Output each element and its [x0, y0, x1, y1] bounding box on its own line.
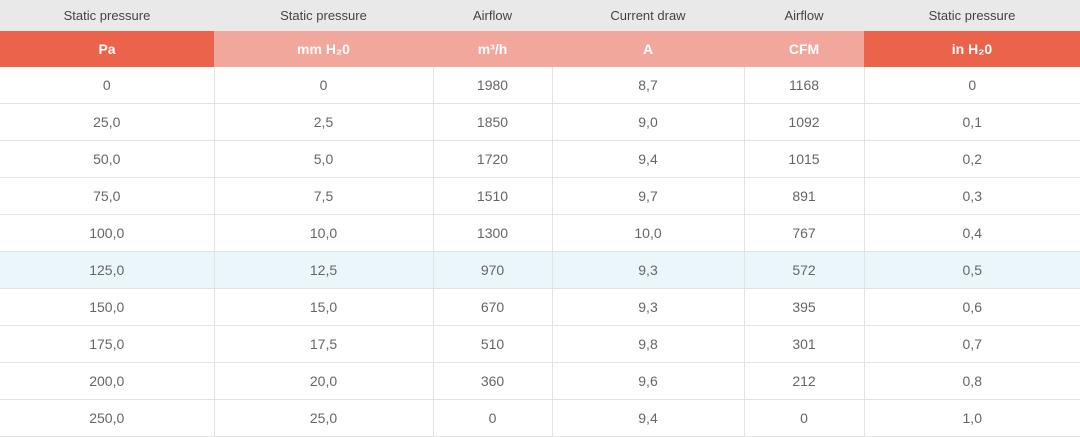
table-cell: 25,0 [214, 399, 434, 437]
table-cell: 0 [864, 67, 1080, 104]
table-cell: 767 [744, 214, 865, 252]
table-cell: 9,8 [552, 325, 745, 363]
table-cell: 0,3 [864, 177, 1080, 215]
table-cell: 0 [744, 399, 865, 437]
table-cell: 50,0 [0, 140, 215, 178]
unit-header: in H₂0 [864, 31, 1080, 67]
table-cell: 175,0 [0, 325, 215, 363]
table-row: 200,0 20,0 360 9,6 212 0,8 [0, 362, 1080, 400]
table-cell: 0,6 [864, 288, 1080, 326]
column-header: Static pressure [864, 0, 1080, 31]
table-cell: 0 [214, 67, 434, 104]
table-row: 250,0 25,0 0 9,4 0 1,0 [0, 399, 1080, 437]
table-cell: 150,0 [0, 288, 215, 326]
table-cell: 1168 [744, 67, 865, 104]
unit-row: Pa mm H₂0 m³/h A CFM in H₂0 [0, 31, 1080, 67]
column-header: Static pressure [214, 0, 433, 31]
table-cell: 572 [744, 251, 865, 289]
table-cell: 301 [744, 325, 865, 363]
table-cell: 20,0 [214, 362, 434, 400]
table-cell: 7,5 [214, 177, 434, 215]
table-cell: 9,6 [552, 362, 745, 400]
unit-header: m³/h [433, 31, 552, 67]
table-cell: 0 [433, 399, 553, 437]
table-row: 75,0 7,5 1510 9,7 891 0,3 [0, 177, 1080, 215]
table-row: 125,0 12,5 970 9,3 572 0,5 [0, 251, 1080, 289]
table-cell: 0,8 [864, 362, 1080, 400]
table-cell: 1,0 [864, 399, 1080, 437]
column-header: Airflow [744, 0, 864, 31]
table-cell: 9,3 [552, 288, 745, 326]
column-header: Airflow [433, 0, 552, 31]
table-cell: 9,3 [552, 251, 745, 289]
table-cell: 10,0 [214, 214, 434, 252]
unit-header: A [552, 31, 744, 67]
table-cell: 1300 [433, 214, 553, 252]
table-cell: 1510 [433, 177, 553, 215]
table-cell: 970 [433, 251, 553, 289]
table-cell: 9,4 [552, 399, 745, 437]
table-cell: 1015 [744, 140, 865, 178]
table-cell: 15,0 [214, 288, 434, 326]
table-cell: 395 [744, 288, 865, 326]
table-cell: 0 [0, 67, 215, 104]
table-cell: 670 [433, 288, 553, 326]
table-body: 0 0 1980 8,7 1168 0 25,0 2,5 1850 9,0 1092 0,1 50,0 5… [0, 67, 1080, 437]
table-cell: 0,1 [864, 103, 1080, 141]
table-cell: 10,0 [552, 214, 745, 252]
table-cell: 510 [433, 325, 553, 363]
table-cell: 212 [744, 362, 865, 400]
table-row: 25,0 2,5 1850 9,0 1092 0,1 [0, 103, 1080, 141]
table-cell: 1980 [433, 67, 553, 104]
unit-header: CFM [744, 31, 864, 67]
column-header: Current draw [552, 0, 744, 31]
table-cell: 0,7 [864, 325, 1080, 363]
table-cell: 75,0 [0, 177, 215, 215]
table-cell: 0,2 [864, 140, 1080, 178]
table-row: 50,0 5,0 1720 9,4 1015 0,2 [0, 140, 1080, 178]
table-cell: 1720 [433, 140, 553, 178]
table-row: 175,0 17,5 510 9,8 301 0,7 [0, 325, 1080, 363]
unit-header: mm H₂0 [214, 31, 433, 67]
table-cell: 0,4 [864, 214, 1080, 252]
table-cell: 8,7 [552, 67, 745, 104]
table-cell: 250,0 [0, 399, 215, 437]
table-row: 0 0 1980 8,7 1168 0 [0, 67, 1080, 104]
table-cell: 360 [433, 362, 553, 400]
table-cell: 5,0 [214, 140, 434, 178]
column-header: Static pressure [0, 0, 214, 31]
table-cell: 12,5 [214, 251, 434, 289]
table-cell: 2,5 [214, 103, 434, 141]
table-cell: 125,0 [0, 251, 215, 289]
table-cell: 891 [744, 177, 865, 215]
table-row: 100,0 10,0 1300 10,0 767 0,4 [0, 214, 1080, 252]
table-cell: 17,5 [214, 325, 434, 363]
table-cell: 9,0 [552, 103, 745, 141]
table-row: 150,0 15,0 670 9,3 395 0,6 [0, 288, 1080, 326]
table-cell: 1850 [433, 103, 553, 141]
table-cell: 200,0 [0, 362, 215, 400]
table-cell: 9,7 [552, 177, 745, 215]
table-cell: 9,4 [552, 140, 745, 178]
table-cell: 0,5 [864, 251, 1080, 289]
header-row: Static pressure Static pressure Airflow … [0, 0, 1080, 31]
table-cell: 25,0 [0, 103, 215, 141]
unit-header: Pa [0, 31, 214, 67]
table-cell: 1092 [744, 103, 865, 141]
table-cell: 100,0 [0, 214, 215, 252]
